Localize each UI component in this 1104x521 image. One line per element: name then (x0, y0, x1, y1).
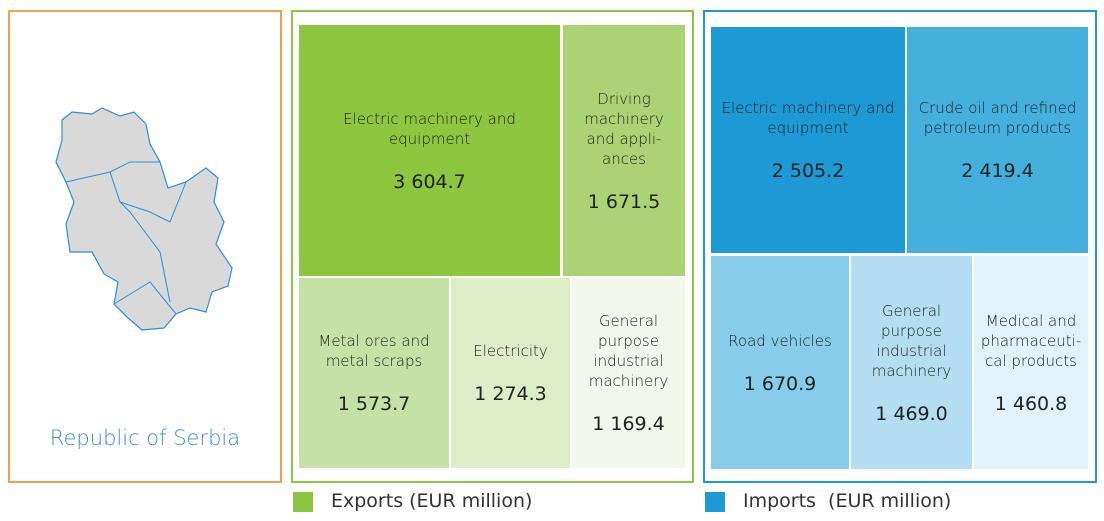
map-label: Republic of Serbia (49, 426, 241, 450)
legend-label: Imports (EUR million) (743, 490, 952, 512)
value-label: 2 505.2 (771, 160, 845, 182)
tile: Medical and pharmaceuti-cal products 1 46… (974, 256, 1088, 469)
tile-label: General purpose industrial machinery (588, 312, 669, 390)
tile-label: Electric machinery and equipment (721, 99, 895, 137)
region-borders (65, 161, 187, 315)
value-label: 1 460.8 (994, 392, 1068, 415)
tile-label: Driving machinery and appli-ances (584, 89, 664, 168)
tile: Electric machinery and equipment 3 604.7 (299, 25, 560, 276)
tile: General purpose industrial machinery 1 16… (572, 278, 685, 468)
tile-label: Crude oil and refined petroleum products (918, 99, 1077, 137)
tile: Crude oil and refined petroleum products… (907, 27, 1088, 253)
value-label: 1 573.7 (337, 393, 411, 415)
value-label: 1 169.4 (592, 413, 665, 435)
tile: Road vehicles 1 670.9 (711, 256, 849, 469)
map (55, 107, 233, 331)
tile-label: Road vehicles (728, 331, 832, 350)
tile-label: Medical and pharmaceuti-cal products (980, 311, 1082, 370)
tile: General purpose industrial machinery 1 46… (851, 256, 972, 469)
serbia-shape (55, 107, 233, 331)
tile-label: Electric machinery and equipment (343, 109, 516, 148)
legend-swatch (705, 492, 725, 512)
chart-panel (703, 10, 1097, 483)
value-label: 3 604.7 (393, 170, 466, 193)
tile: Driving machinery and appli-ances 1 671.5 (563, 25, 685, 276)
chart-panel (291, 10, 694, 483)
tile: Electric machinery and equipment 2 505.2 (711, 27, 905, 253)
tile-label: General purpose industrial machinery (871, 301, 952, 380)
legend-swatch (293, 492, 313, 512)
value-label: 2 419.4 (961, 160, 1034, 182)
tile-label: Electricity (473, 342, 548, 360)
tile: Electricity 1 274.3 (451, 278, 570, 468)
tile-label: Metal ores and metal scraps (318, 332, 430, 370)
value-label: 1 469.0 (875, 402, 948, 425)
map-panel: Republic of Serbia (8, 10, 282, 483)
legend-label: Exports (EUR million) (331, 490, 533, 512)
tile: Metal ores and metal scraps 1 573.7 (299, 278, 449, 468)
value-label: 1 671.5 (587, 190, 661, 213)
value-label: 1 670.9 (743, 372, 817, 395)
value-label: 1 274.3 (474, 383, 547, 405)
